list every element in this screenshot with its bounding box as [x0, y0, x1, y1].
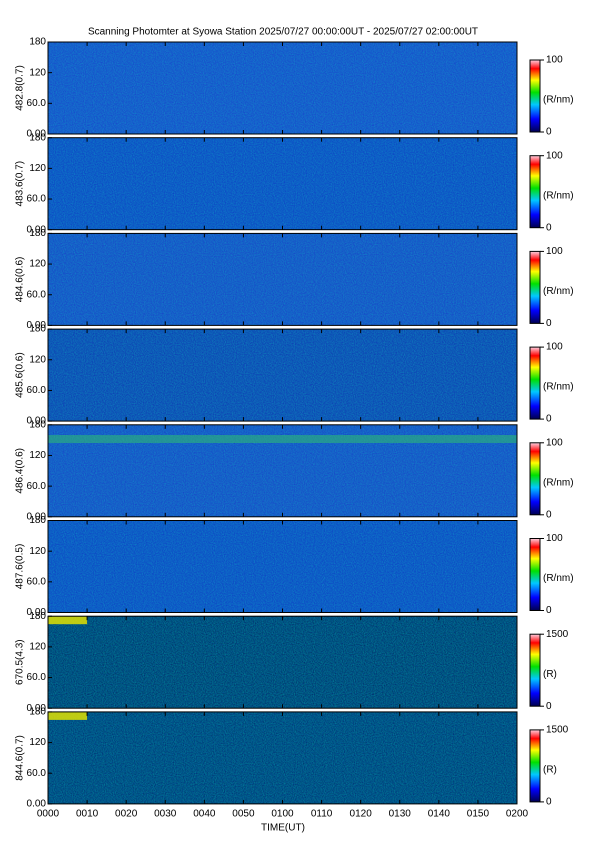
x-tick-label: 0150 [467, 809, 490, 820]
colorbar-tick-label: 100 [546, 437, 563, 448]
y-axis-label: 482.8(0.7) [15, 65, 26, 111]
y-tick-label: 120 [29, 354, 46, 365]
y-tick-label: 120 [29, 67, 46, 78]
y-tick-label: 60.0 [27, 289, 47, 300]
y-axis-label: 844.6(0.7) [15, 735, 26, 781]
colorbar-tick-label: 100 [546, 246, 563, 257]
y-tick-label: 0.00 [27, 320, 47, 331]
y-tick-label: 120 [29, 259, 46, 270]
y-tick-label: 120 [29, 546, 46, 557]
colorbar-label: (R/nm) [543, 573, 574, 584]
y-tick-label: 120 [29, 163, 46, 174]
x-tick-label: 0130 [389, 809, 412, 820]
y-tick-label: 0.00 [27, 416, 47, 427]
colorbar-tick-label: 100 [546, 55, 563, 66]
x-tick-label: 0000 [37, 809, 60, 820]
colorbar [529, 155, 541, 229]
colorbar-tick-label: 0 [546, 414, 552, 425]
x-tick-label: 0110 [311, 809, 333, 820]
heatmap-image [48, 711, 517, 804]
y-axis-label: 486.4(0.6) [15, 448, 26, 494]
colorbar-label: (R/nm) [543, 286, 574, 297]
colorbar-label: (R) [543, 765, 557, 776]
colorbar-label: (R/nm) [543, 477, 574, 488]
heatmap-image [48, 329, 517, 422]
colorbar [529, 250, 541, 324]
colorbar-tick-label: 100 [546, 533, 563, 544]
y-tick-label: 120 [29, 642, 46, 653]
x-tick-label: 0050 [232, 809, 255, 820]
heatmap-image [48, 616, 517, 709]
colorbar-label: (R) [543, 669, 557, 680]
y-tick-label: 0.00 [27, 607, 47, 618]
y-tick-label: 180 [29, 37, 46, 48]
y-tick-label: 180 [29, 707, 46, 718]
colorbar-tick-label: 100 [546, 342, 563, 353]
heatmap-image [48, 233, 517, 326]
heatmap-image [48, 520, 517, 613]
colorbar [529, 633, 541, 707]
colorbar-label: (R/nm) [543, 95, 574, 106]
y-tick-label: 180 [29, 228, 46, 239]
y-tick-label: 0.00 [27, 129, 47, 140]
colorbar-tick-label: 0 [546, 318, 552, 329]
colorbar-label: (R/nm) [543, 190, 574, 201]
y-tick-label: 60.0 [27, 672, 47, 683]
colorbar [529, 538, 541, 611]
colorbar [529, 346, 541, 420]
emission-band [48, 711, 88, 720]
y-tick-label: 60.0 [27, 576, 47, 587]
x-axis-label: TIME(UT) [261, 823, 305, 834]
y-axis-label: 487.6(0.5) [15, 544, 26, 590]
emission-band [48, 616, 88, 625]
y-tick-label: 0.00 [27, 224, 47, 235]
colorbar-tick-label: 1500 [546, 629, 569, 640]
emission-band [48, 435, 517, 444]
colorbar-tick-label: 0 [546, 701, 552, 712]
colorbar-tick-label: 0 [546, 605, 552, 616]
x-tick-label: 0030 [154, 809, 177, 820]
colorbar-tick-label: 0 [546, 797, 552, 808]
x-tick-label: 0020 [115, 809, 138, 820]
x-tick-label: 0010 [76, 809, 99, 820]
y-tick-label: 180 [29, 324, 46, 335]
colorbar [529, 442, 541, 516]
y-axis-label: 484.6(0.6) [15, 257, 26, 303]
y-tick-label: 60.0 [27, 194, 47, 205]
colorbar-tick-label: 0 [546, 509, 552, 520]
colorbar-tick-label: 100 [546, 150, 563, 161]
y-tick-label: 60.0 [27, 768, 47, 779]
x-tick-label: 0040 [193, 809, 216, 820]
y-axis-label: 483.6(0.7) [15, 161, 26, 207]
colorbar-tick-label: 1500 [546, 725, 569, 736]
y-axis-label: 670.5(4.3) [15, 639, 26, 685]
y-tick-label: 0.00 [27, 511, 47, 522]
y-tick-label: 60.0 [27, 385, 47, 396]
colorbar [529, 729, 541, 803]
x-tick-label: 0100 [271, 809, 294, 820]
heatmap-image [48, 137, 517, 230]
y-tick-label: 120 [29, 450, 46, 461]
y-tick-label: 0.00 [27, 799, 47, 810]
colorbar-label: (R/nm) [543, 382, 574, 393]
colorbar-tick-label: 0 [546, 222, 552, 233]
x-tick-label: 0140 [428, 809, 451, 820]
y-tick-label: 180 [29, 419, 46, 430]
y-tick-label: 120 [29, 737, 46, 748]
y-axis-label: 485.6(0.6) [15, 352, 26, 398]
y-tick-label: 180 [29, 515, 46, 526]
heatmap-image [48, 42, 517, 134]
y-tick-label: 60.0 [27, 481, 47, 492]
chart-title: Scanning Photomter at Syowa Station 2025… [88, 27, 478, 38]
colorbar-tick-label: 0 [546, 127, 552, 138]
y-tick-label: 60.0 [27, 98, 47, 109]
y-tick-label: 180 [29, 132, 46, 143]
x-tick-label: 0200 [506, 809, 529, 820]
y-tick-label: 180 [29, 611, 46, 622]
y-tick-label: 0.00 [27, 703, 47, 714]
colorbar [529, 59, 541, 133]
x-tick-label: 0120 [350, 809, 373, 820]
